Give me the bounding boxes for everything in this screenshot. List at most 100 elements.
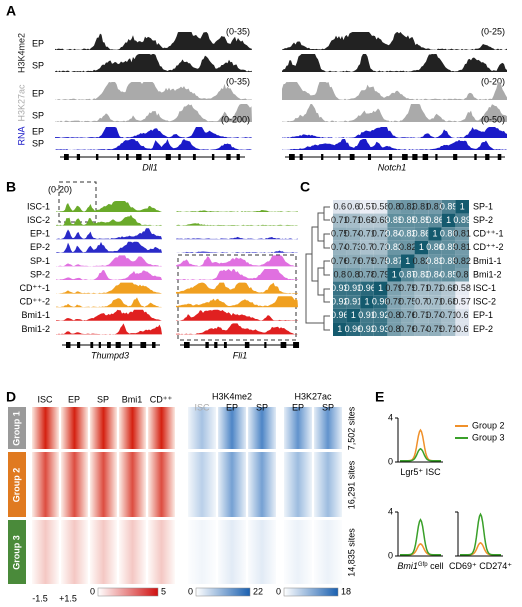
heatmap-cell [346, 308, 361, 323]
exon [95, 154, 99, 160]
exon [115, 342, 121, 348]
heatmap-cell [441, 254, 456, 268]
heatmap-cell [401, 308, 415, 323]
signal-track [176, 323, 298, 335]
label: 0.79 [385, 283, 403, 293]
heatmap-cell [455, 322, 469, 336]
signal-track [56, 270, 162, 280]
label: 14,835 sites [346, 528, 356, 577]
label: H3K27ac [16, 84, 26, 122]
label: 0.74 [426, 310, 444, 320]
label: SP [32, 60, 44, 70]
label: EP [68, 394, 80, 404]
label: (0-35) [226, 26, 250, 36]
heatmap-cell [441, 268, 456, 282]
label: 0.85 [440, 269, 458, 279]
label: 0.89 [440, 201, 458, 211]
label: Group 3 [11, 535, 21, 570]
label: 0.71 [426, 297, 444, 307]
label: (0-20) [48, 184, 72, 194]
heatmap [314, 407, 342, 449]
heatmap-cell [401, 200, 415, 214]
signal-track [56, 282, 162, 294]
heatmap-cell [414, 268, 429, 282]
heatmap-cell [441, 200, 456, 214]
signal-track [56, 241, 162, 253]
label: 0.78 [385, 297, 403, 307]
label: ISC-2 [473, 297, 496, 307]
label: 0.83 [399, 229, 417, 239]
chart-label: Lgr5⁺ ISC [400, 467, 441, 477]
signal-track [56, 228, 162, 240]
label: ISC-1 [473, 283, 496, 293]
heatmap-cell [333, 240, 347, 255]
label: A [6, 3, 16, 19]
label: ISC [194, 402, 210, 412]
exon [367, 154, 372, 160]
label: 0.91 [345, 297, 363, 307]
heatmap [188, 520, 216, 584]
label: 0.83 [413, 269, 431, 279]
heatmap [119, 407, 146, 449]
exon [321, 154, 324, 160]
label: 0.73 [345, 242, 363, 252]
label: SP-2 [473, 215, 493, 225]
label: 0.89 [453, 215, 471, 225]
signal-track [55, 32, 252, 50]
heatmap-cell [401, 281, 415, 296]
heatmap [188, 452, 216, 517]
label: 0.71 [413, 283, 431, 293]
heatmap-cell [428, 295, 442, 309]
heatmap-cell [346, 227, 361, 241]
label: (0-35) [226, 76, 250, 86]
heatmap-cell [346, 281, 361, 296]
label: 0.81 [426, 201, 444, 211]
signal-track [56, 214, 162, 226]
heatmap-cell [333, 281, 347, 296]
label: 0.72 [426, 283, 444, 293]
label: 0.74 [413, 324, 431, 334]
exon [223, 342, 227, 348]
heatmap [90, 452, 117, 517]
label: 0.82 [399, 201, 417, 211]
heatmap-cell [428, 308, 442, 323]
signal-track [55, 139, 252, 150]
label: 0.79 [372, 269, 390, 279]
heatmap [284, 452, 312, 517]
heatmap-cell [428, 268, 442, 282]
label: 0.8 [388, 201, 401, 211]
label-part: cell [428, 561, 444, 571]
heatmap-cell [373, 295, 388, 309]
label: 0.58 [372, 201, 390, 211]
heatmap [284, 407, 312, 449]
label: H3K27ac [294, 391, 332, 401]
label-part: ⁺ [507, 561, 512, 571]
heatmap-cell [387, 213, 401, 228]
signal-track [56, 323, 162, 335]
exon [422, 154, 429, 160]
label: 0.86 [413, 229, 431, 239]
label-part: Lgr5 [400, 467, 418, 477]
label: 0.71 [372, 242, 390, 252]
heatmap-cell [346, 200, 361, 214]
label: 1 [460, 201, 465, 211]
label: 0.6 [334, 201, 347, 211]
heatmap-cell [455, 227, 469, 241]
exon [126, 154, 129, 160]
label: 0.93 [331, 283, 349, 293]
heatmap-cell [373, 322, 388, 336]
label: 0.93 [372, 324, 390, 334]
label: +1.5 [59, 593, 77, 603]
exon [152, 342, 156, 348]
signal-track [282, 127, 507, 138]
signal-track [176, 255, 298, 267]
exon [148, 154, 152, 160]
label: Group 2 [472, 420, 505, 430]
exon [192, 154, 196, 160]
heatmap-cell [414, 295, 429, 309]
heatmap-cell [333, 322, 347, 336]
heatmap [32, 520, 59, 584]
label: 0.82 [399, 242, 417, 252]
label: 0.93 [345, 283, 363, 293]
